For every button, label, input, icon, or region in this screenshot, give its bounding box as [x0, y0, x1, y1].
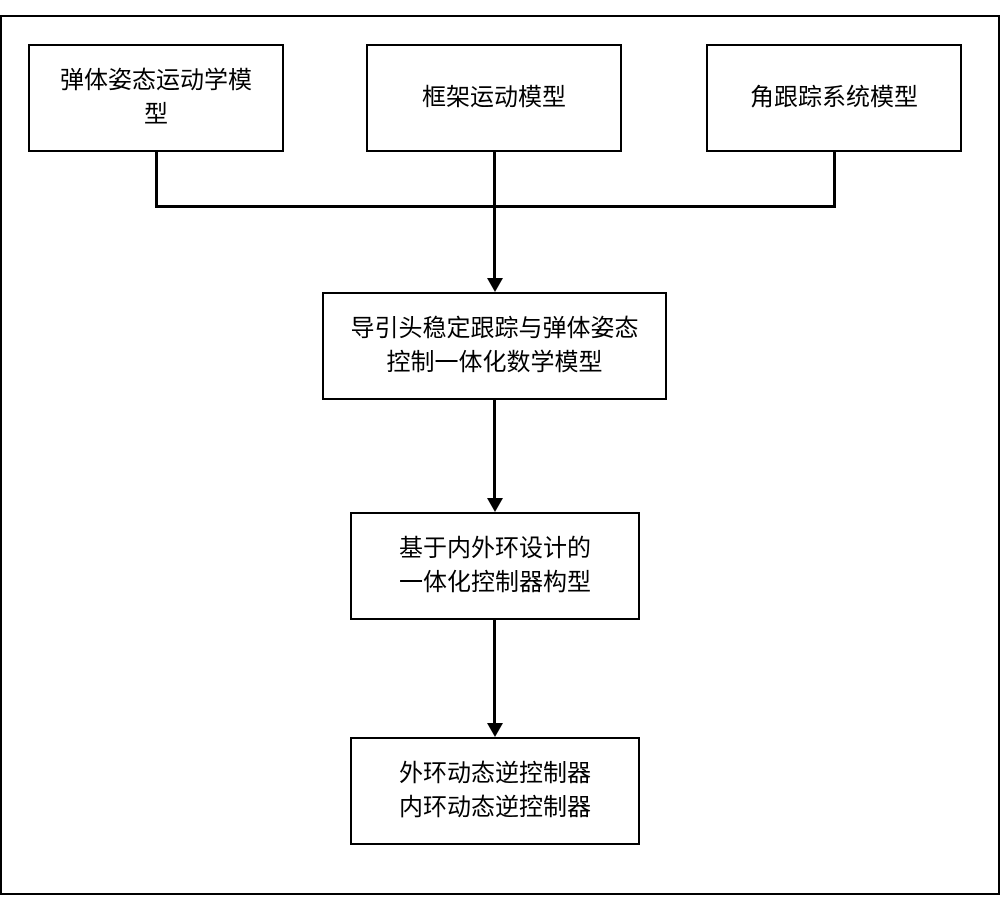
node-label: 导引头稳定跟踪与弹体姿态 [351, 315, 639, 342]
node-top-mid: 框架运动模型 [366, 44, 622, 152]
node-mid2: 基于内外环设计的 一体化控制器构型 [350, 512, 640, 620]
arrow-icon [487, 723, 503, 737]
connector-line [493, 620, 496, 725]
connector-line [493, 152, 496, 207]
node-label: 型 [144, 101, 168, 128]
node-label: 一体化控制器构型 [399, 569, 591, 596]
connector-line [493, 400, 496, 500]
diagram-frame: 弹体姿态运动学模 型 框架运动模型 角跟踪系统模型 导引头稳定跟踪与弹体姿态 控… [0, 15, 1000, 895]
node-label: 内环动态逆控制器 [399, 794, 591, 821]
node-bottom: 外环动态逆控制器 内环动态逆控制器 [350, 737, 640, 845]
node-label: 控制一体化数学模型 [387, 349, 603, 376]
node-label: 基于内外环设计的 [399, 535, 591, 562]
node-mid1: 导引头稳定跟踪与弹体姿态 控制一体化数学模型 [322, 292, 667, 400]
connector-line [155, 152, 158, 207]
arrow-icon [487, 498, 503, 512]
node-top-left: 弹体姿态运动学模 型 [28, 44, 284, 152]
connector-line [833, 152, 836, 207]
node-label: 框架运动模型 [422, 81, 566, 115]
arrow-icon [487, 278, 503, 292]
node-top-right: 角跟踪系统模型 [706, 44, 962, 152]
node-label: 弹体姿态运动学模 [60, 67, 252, 94]
node-label: 角跟踪系统模型 [750, 81, 918, 115]
connector-line [493, 205, 496, 280]
node-label: 外环动态逆控制器 [399, 760, 591, 787]
